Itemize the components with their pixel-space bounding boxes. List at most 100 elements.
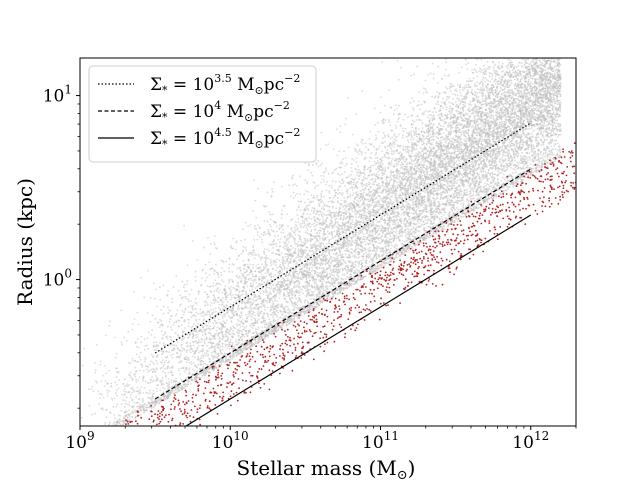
background-point — [445, 139, 448, 142]
background-point — [540, 90, 543, 93]
background-point — [149, 389, 151, 392]
background-point — [375, 152, 378, 154]
background-point — [532, 54, 534, 56]
background-point — [313, 187, 316, 190]
background-point — [525, 22, 527, 24]
background-point — [530, 54, 532, 56]
background-point — [527, 159, 529, 162]
background-point — [470, 195, 473, 198]
background-point — [156, 387, 158, 390]
background-point — [472, 190, 475, 193]
background-point — [432, 135, 435, 138]
background-point — [410, 212, 413, 215]
background-point — [260, 233, 263, 235]
background-point — [522, 50, 524, 52]
background-point — [332, 269, 334, 272]
background-point — [204, 362, 207, 365]
background-point — [559, 46, 561, 48]
background-point — [128, 415, 131, 418]
background-point — [397, 207, 399, 209]
background-point — [367, 266, 369, 268]
background-point — [280, 320, 283, 322]
background-point — [142, 375, 145, 378]
background-point — [331, 172, 333, 175]
background-point — [262, 334, 265, 337]
background-point — [382, 137, 384, 139]
background-point — [299, 263, 302, 266]
background-point — [541, 47, 543, 49]
background-point — [192, 350, 194, 352]
background-point — [267, 315, 270, 317]
background-point — [225, 298, 227, 301]
background-point — [213, 243, 216, 246]
background-point — [150, 333, 153, 336]
background-point — [527, 21, 529, 23]
background-point — [385, 192, 388, 194]
background-point — [311, 164, 314, 166]
background-point — [263, 220, 266, 223]
background-point — [462, 38, 464, 40]
background-point — [279, 241, 281, 244]
background-point — [500, 103, 503, 106]
background-point — [389, 124, 392, 127]
background-point — [481, 97, 484, 100]
background-point — [368, 160, 371, 163]
background-point — [369, 130, 372, 133]
background-point — [181, 349, 184, 352]
background-point — [383, 153, 386, 156]
background-point — [375, 240, 378, 243]
background-point — [506, 188, 509, 191]
background-point — [293, 258, 296, 260]
background-point — [540, 39, 542, 41]
background-point — [557, 115, 560, 118]
background-point — [526, 116, 528, 119]
background-point — [96, 381, 98, 384]
background-point — [418, 128, 420, 131]
background-point — [280, 217, 283, 220]
background-point — [204, 352, 206, 355]
background-point — [410, 130, 413, 133]
background-point — [394, 211, 397, 214]
background-point — [542, 55, 544, 57]
background-point — [486, 183, 489, 185]
background-point — [545, 43, 547, 45]
background-point — [507, 36, 509, 38]
background-point — [327, 172, 330, 175]
background-point — [395, 162, 398, 165]
background-point — [133, 401, 136, 404]
background-point — [395, 187, 397, 190]
background-point — [220, 363, 223, 366]
background-point — [271, 190, 274, 193]
background-point — [491, 74, 494, 77]
background-point — [326, 230, 329, 233]
background-point — [524, 48, 526, 50]
background-point — [364, 194, 367, 197]
background-point — [559, 63, 562, 66]
background-point — [445, 128, 447, 131]
background-point — [552, 52, 554, 54]
background-point — [257, 298, 259, 300]
background-point — [356, 272, 359, 275]
background-point — [481, 138, 484, 141]
background-point — [406, 148, 409, 151]
background-point — [184, 295, 187, 298]
background-point — [520, 56, 522, 58]
background-point — [465, 63, 467, 66]
background-point — [361, 90, 364, 93]
background-point — [455, 207, 458, 209]
background-point — [559, 133, 562, 136]
background-point — [300, 247, 303, 250]
background-point — [527, 46, 529, 48]
background-point — [209, 304, 212, 307]
background-point — [411, 176, 414, 179]
background-point — [300, 240, 302, 243]
background-point — [501, 148, 504, 150]
background-point — [489, 140, 492, 143]
background-point — [484, 103, 486, 105]
background-point — [275, 284, 278, 287]
background-point — [387, 230, 390, 233]
background-point — [155, 288, 158, 291]
background-point — [480, 202, 483, 205]
background-point — [204, 342, 206, 345]
background-point — [383, 186, 385, 189]
